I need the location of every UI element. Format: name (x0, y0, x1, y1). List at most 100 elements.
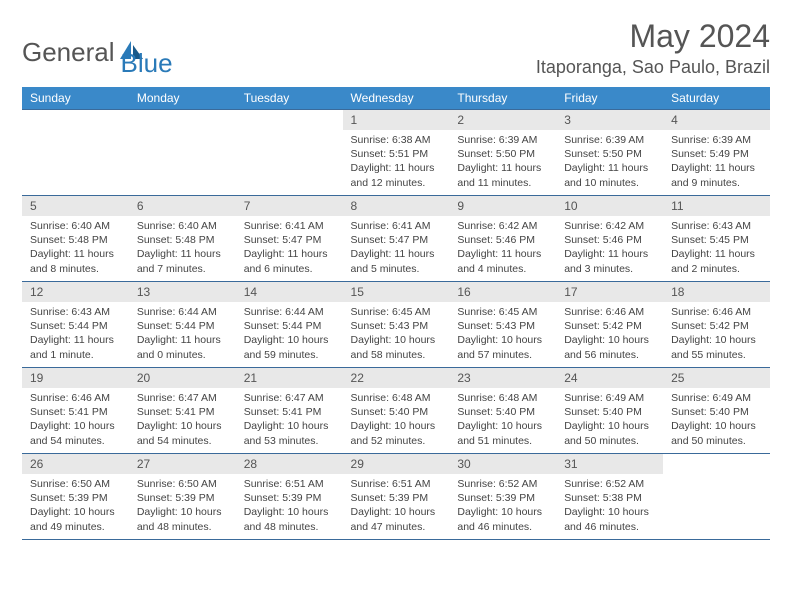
sunset-text: Sunset: 5:44 PM (244, 319, 335, 333)
day-info: Sunrise: 6:41 AMSunset: 5:47 PMDaylight:… (236, 216, 343, 280)
day-info: Sunrise: 6:44 AMSunset: 5:44 PMDaylight:… (236, 302, 343, 366)
day-number: 15 (343, 282, 450, 302)
day-number: 8 (343, 196, 450, 216)
sunrise-text: Sunrise: 6:39 AM (457, 133, 548, 147)
sunrise-text: Sunrise: 6:52 AM (564, 477, 655, 491)
day-cell: 14Sunrise: 6:44 AMSunset: 5:44 PMDayligh… (236, 282, 343, 368)
sunset-text: Sunset: 5:40 PM (671, 405, 762, 419)
sunset-text: Sunset: 5:47 PM (351, 233, 442, 247)
day-info: Sunrise: 6:49 AMSunset: 5:40 PMDaylight:… (556, 388, 663, 452)
day-info: Sunrise: 6:45 AMSunset: 5:43 PMDaylight:… (343, 302, 450, 366)
day-cell: 11Sunrise: 6:43 AMSunset: 5:45 PMDayligh… (663, 196, 770, 282)
day-header: Wednesday (343, 87, 450, 110)
day-info: Sunrise: 6:39 AMSunset: 5:50 PMDaylight:… (556, 130, 663, 194)
day-header: Friday (556, 87, 663, 110)
brand-name-part1: General (22, 37, 115, 68)
sunset-text: Sunset: 5:42 PM (671, 319, 762, 333)
daylight-text: Daylight: 10 hours and 50 minutes. (564, 419, 655, 447)
day-info: Sunrise: 6:42 AMSunset: 5:46 PMDaylight:… (556, 216, 663, 280)
daylight-text: Daylight: 10 hours and 54 minutes. (137, 419, 228, 447)
daylight-text: Daylight: 10 hours and 59 minutes. (244, 333, 335, 361)
empty-cell: .. (236, 110, 343, 196)
empty-cell: .. (129, 110, 236, 196)
daylight-text: Daylight: 10 hours and 53 minutes. (244, 419, 335, 447)
sunrise-text: Sunrise: 6:43 AM (671, 219, 762, 233)
daylight-text: Daylight: 10 hours and 55 minutes. (671, 333, 762, 361)
day-number: 17 (556, 282, 663, 302)
day-cell: 7Sunrise: 6:41 AMSunset: 5:47 PMDaylight… (236, 196, 343, 282)
day-number: 14 (236, 282, 343, 302)
day-info: Sunrise: 6:47 AMSunset: 5:41 PMDaylight:… (129, 388, 236, 452)
daylight-text: Daylight: 11 hours and 8 minutes. (30, 247, 121, 275)
day-number: 10 (556, 196, 663, 216)
day-number: 13 (129, 282, 236, 302)
day-number: 2 (449, 110, 556, 130)
daylight-text: Daylight: 10 hours and 58 minutes. (351, 333, 442, 361)
daylight-text: Daylight: 11 hours and 3 minutes. (564, 247, 655, 275)
day-number: 18 (663, 282, 770, 302)
day-cell: 8Sunrise: 6:41 AMSunset: 5:47 PMDaylight… (343, 196, 450, 282)
daylight-text: Daylight: 11 hours and 11 minutes. (457, 161, 548, 189)
day-info: Sunrise: 6:40 AMSunset: 5:48 PMDaylight:… (22, 216, 129, 280)
day-info: Sunrise: 6:51 AMSunset: 5:39 PMDaylight:… (343, 474, 450, 538)
day-cell: 20Sunrise: 6:47 AMSunset: 5:41 PMDayligh… (129, 368, 236, 454)
sunset-text: Sunset: 5:41 PM (244, 405, 335, 419)
daylight-text: Daylight: 10 hours and 57 minutes. (457, 333, 548, 361)
day-cell: 5Sunrise: 6:40 AMSunset: 5:48 PMDaylight… (22, 196, 129, 282)
daylight-text: Daylight: 10 hours and 56 minutes. (564, 333, 655, 361)
sunrise-text: Sunrise: 6:47 AM (244, 391, 335, 405)
day-cell: 15Sunrise: 6:45 AMSunset: 5:43 PMDayligh… (343, 282, 450, 368)
day-cell: 10Sunrise: 6:42 AMSunset: 5:46 PMDayligh… (556, 196, 663, 282)
day-number: 21 (236, 368, 343, 388)
sunrise-text: Sunrise: 6:42 AM (564, 219, 655, 233)
daylight-text: Daylight: 11 hours and 7 minutes. (137, 247, 228, 275)
empty-cell: .. (663, 454, 770, 540)
sunset-text: Sunset: 5:50 PM (457, 147, 548, 161)
day-cell: 12Sunrise: 6:43 AMSunset: 5:44 PMDayligh… (22, 282, 129, 368)
day-number: 26 (22, 454, 129, 474)
day-cell: 25Sunrise: 6:49 AMSunset: 5:40 PMDayligh… (663, 368, 770, 454)
sunset-text: Sunset: 5:41 PM (137, 405, 228, 419)
calendar-table: SundayMondayTuesdayWednesdayThursdayFrid… (22, 87, 770, 540)
day-number: 20 (129, 368, 236, 388)
sunrise-text: Sunrise: 6:40 AM (137, 219, 228, 233)
day-header-row: SundayMondayTuesdayWednesdayThursdayFrid… (22, 87, 770, 110)
sunrise-text: Sunrise: 6:38 AM (351, 133, 442, 147)
sunset-text: Sunset: 5:48 PM (137, 233, 228, 247)
calendar-body: ......1Sunrise: 6:38 AMSunset: 5:51 PMDa… (22, 110, 770, 540)
daylight-text: Daylight: 10 hours and 48 minutes. (137, 505, 228, 533)
day-number: 24 (556, 368, 663, 388)
sunrise-text: Sunrise: 6:51 AM (351, 477, 442, 491)
day-info: Sunrise: 6:39 AMSunset: 5:49 PMDaylight:… (663, 130, 770, 194)
sunrise-text: Sunrise: 6:49 AM (564, 391, 655, 405)
daylight-text: Daylight: 10 hours and 51 minutes. (457, 419, 548, 447)
sunrise-text: Sunrise: 6:48 AM (351, 391, 442, 405)
daylight-text: Daylight: 11 hours and 12 minutes. (351, 161, 442, 189)
sunrise-text: Sunrise: 6:46 AM (30, 391, 121, 405)
daylight-text: Daylight: 10 hours and 50 minutes. (671, 419, 762, 447)
sunset-text: Sunset: 5:40 PM (564, 405, 655, 419)
sunrise-text: Sunrise: 6:39 AM (671, 133, 762, 147)
day-number: 11 (663, 196, 770, 216)
brand-name-part2: Blue (121, 48, 173, 78)
daylight-text: Daylight: 11 hours and 10 minutes. (564, 161, 655, 189)
day-number: 1 (343, 110, 450, 130)
sunset-text: Sunset: 5:39 PM (30, 491, 121, 505)
day-cell: 13Sunrise: 6:44 AMSunset: 5:44 PMDayligh… (129, 282, 236, 368)
title-block: May 2024 Itaporanga, Sao Paulo, Brazil (536, 18, 770, 78)
day-info: Sunrise: 6:50 AMSunset: 5:39 PMDaylight:… (22, 474, 129, 538)
sunset-text: Sunset: 5:38 PM (564, 491, 655, 505)
calendar-row: ......1Sunrise: 6:38 AMSunset: 5:51 PMDa… (22, 110, 770, 196)
day-cell: 17Sunrise: 6:46 AMSunset: 5:42 PMDayligh… (556, 282, 663, 368)
day-number: 31 (556, 454, 663, 474)
calendar-row: 5Sunrise: 6:40 AMSunset: 5:48 PMDaylight… (22, 196, 770, 282)
sunset-text: Sunset: 5:41 PM (30, 405, 121, 419)
sunset-text: Sunset: 5:42 PM (564, 319, 655, 333)
day-cell: 16Sunrise: 6:45 AMSunset: 5:43 PMDayligh… (449, 282, 556, 368)
day-info: Sunrise: 6:39 AMSunset: 5:50 PMDaylight:… (449, 130, 556, 194)
day-number: 25 (663, 368, 770, 388)
day-header: Thursday (449, 87, 556, 110)
sunrise-text: Sunrise: 6:41 AM (351, 219, 442, 233)
day-number: 27 (129, 454, 236, 474)
daylight-text: Daylight: 11 hours and 4 minutes. (457, 247, 548, 275)
